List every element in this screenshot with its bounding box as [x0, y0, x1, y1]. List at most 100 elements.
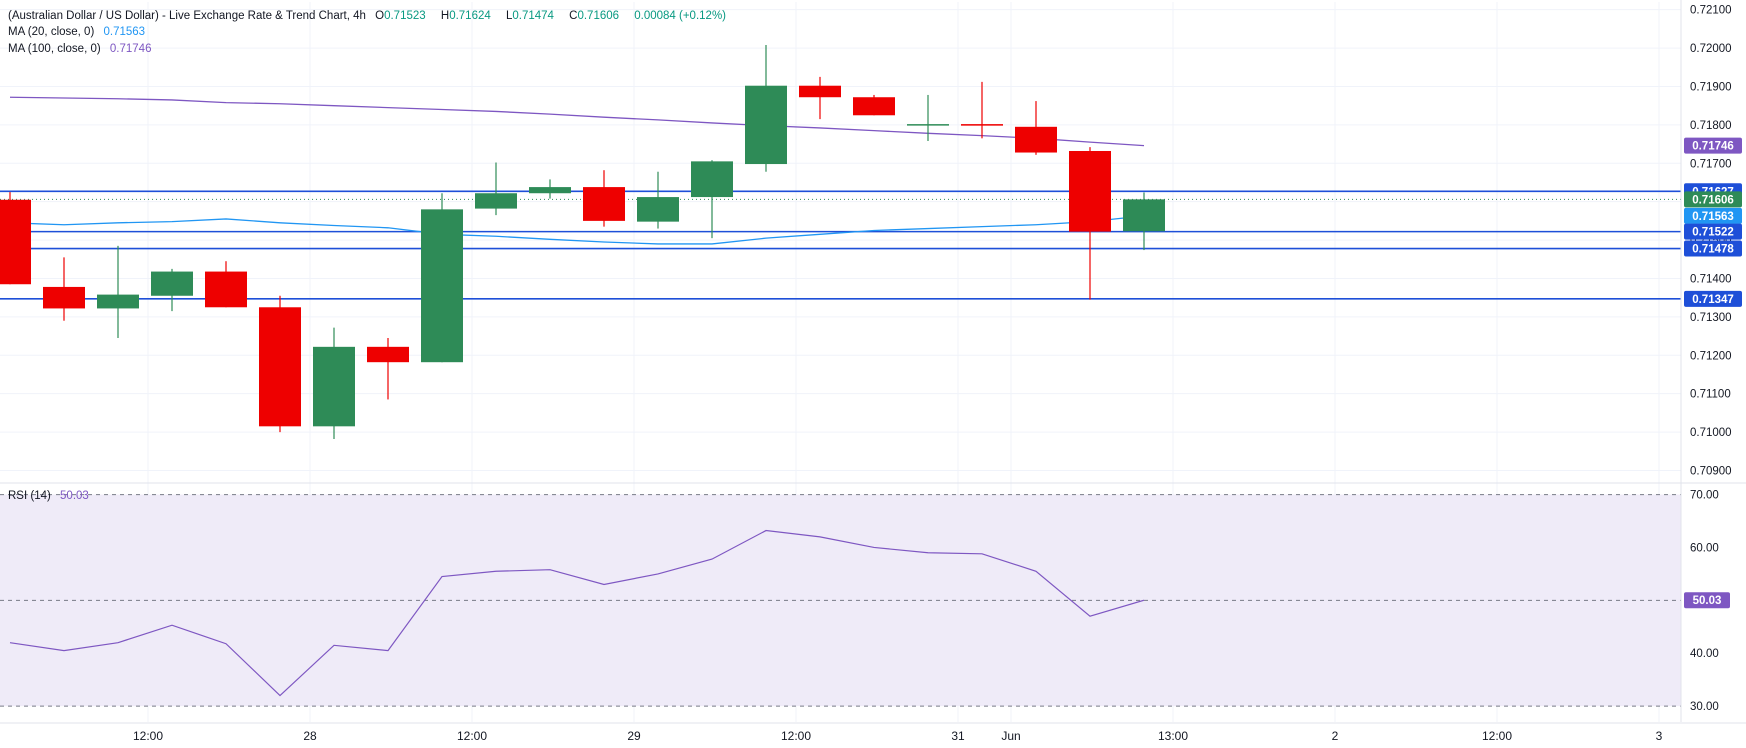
candle-body [313, 346, 355, 427]
time-tick-label: 31 [951, 729, 965, 743]
candle-body [1015, 126, 1057, 153]
candle [0, 192, 31, 285]
candle-body [97, 294, 139, 309]
price-label-tag: 0.71347 [1684, 290, 1742, 307]
candle [853, 94, 895, 116]
rsi-tick-label: 70.00 [1690, 490, 1719, 502]
time-tick-label: 13:00 [1158, 729, 1188, 743]
candle [151, 268, 193, 312]
time-tick-label: 12:00 [781, 729, 811, 743]
rsi-current-tag: 50.03 [1684, 592, 1730, 609]
time-tick-label: 12:00 [457, 729, 487, 743]
price-label-text: 0.71522 [1692, 227, 1734, 239]
candle [421, 193, 463, 363]
rsi-line-group [9, 529, 1145, 697]
candle-body [799, 85, 841, 98]
rsi-label: RSI (14) [8, 490, 51, 502]
chart-header: (Australian Dollar / US Dollar) - Live E… [8, 8, 732, 24]
ma20-line [9, 215, 1145, 245]
rsi-tick-label: 40.00 [1690, 648, 1719, 660]
rsi-tick-label: 60.00 [1690, 542, 1719, 554]
chart-title: (Australian Dollar / US Dollar) - Live E… [8, 10, 366, 22]
rsi-current-bg [1684, 592, 1730, 609]
price-tick-label: 0.71100 [1690, 389, 1731, 401]
candle-body [637, 197, 679, 222]
candle [43, 257, 85, 321]
candle-body [421, 209, 463, 363]
price-label-text: 0.71478 [1692, 244, 1734, 256]
time-tick-label: 3 [1656, 729, 1663, 743]
price-label-tag: 0.71522 [1684, 223, 1742, 240]
ohlc-open: O0.71523 [375, 10, 426, 22]
candle [583, 170, 625, 227]
price-levels [0, 190, 1681, 300]
price-tick-label: 0.72000 [1690, 43, 1732, 55]
candle-body [475, 193, 517, 209]
price-change: 0.00084 (+0.12%) [634, 10, 726, 22]
candle-body [691, 161, 733, 198]
ohlc-low: L0.71474 [505, 10, 554, 22]
candle [259, 295, 301, 433]
candle-body [367, 346, 409, 363]
price-label-tag: 0.71478 [1684, 240, 1742, 257]
price-label-bg [1684, 290, 1742, 307]
price-label-bg [1684, 137, 1742, 154]
price-label-bg [1684, 240, 1742, 257]
price-tick-label: 0.71800 [1690, 120, 1732, 132]
ma100-line [9, 96, 1145, 147]
ma100-label: MA (100, close, 0) [8, 43, 101, 55]
price-tick-label: 0.71700 [1690, 158, 1732, 170]
candle [691, 160, 733, 239]
candle [313, 327, 355, 439]
candles [0, 45, 1165, 439]
price-label-text: 0.71606 [1692, 194, 1734, 206]
rsi-line [9, 529, 1145, 697]
price-tick-label: 0.72100 [1690, 5, 1732, 17]
candle [1123, 192, 1165, 251]
candle-body [0, 199, 31, 285]
candle [1015, 101, 1057, 155]
candle-body [853, 97, 895, 116]
candle [475, 162, 517, 216]
candle [637, 171, 679, 229]
candle [529, 179, 571, 199]
candle [205, 261, 247, 308]
time-tick-label: Jun [1001, 729, 1020, 743]
ma20-legend[interactable]: MA (20, close, 0) 0.71563 [8, 24, 151, 40]
price-label-text: 0.71746 [1692, 141, 1734, 153]
price-label-tag: 0.71606 [1684, 191, 1742, 208]
moving-averages [9, 96, 1145, 245]
candle-body [205, 271, 247, 308]
candle-body [961, 124, 1003, 126]
price-tick-label: 0.71400 [1690, 273, 1732, 285]
candle-body [1069, 150, 1111, 232]
candle [799, 76, 841, 120]
price-tick-label: 0.71000 [1690, 427, 1732, 439]
price-label-text: 0.71563 [1692, 211, 1734, 223]
candle-body [745, 85, 787, 165]
candle [1069, 147, 1111, 300]
candle-body [907, 124, 949, 126]
rsi-band [0, 494, 1681, 707]
time-tick-label: 2 [1332, 729, 1339, 743]
ma100-legend[interactable]: MA (100, close, 0) 0.71746 [8, 41, 157, 57]
time-tick-label: 12:00 [1482, 729, 1512, 743]
time-tick-label: 12:00 [133, 729, 163, 743]
price-label-bg [1684, 223, 1742, 240]
candle [745, 45, 787, 172]
ma20-value: 0.71563 [103, 26, 146, 38]
candle-body [529, 187, 571, 194]
rsi-legend[interactable]: RSI (14) 50.03 [8, 488, 95, 504]
candle-body [259, 307, 301, 427]
candle [961, 81, 1003, 139]
price-label-bg [1684, 191, 1742, 208]
price-label-tag: 0.71563 [1684, 207, 1742, 224]
candle-body [1123, 199, 1165, 232]
price-label-tag: 0.71746 [1684, 137, 1742, 154]
price-tick-label: 0.71200 [1690, 350, 1732, 362]
price-tick-label: 0.71900 [1690, 81, 1732, 93]
price-labels: 0.717460.716270.716060.715630.715220.714… [1684, 137, 1742, 609]
time-tick-label: 29 [627, 729, 641, 743]
rsi-value: 50.03 [60, 490, 89, 502]
